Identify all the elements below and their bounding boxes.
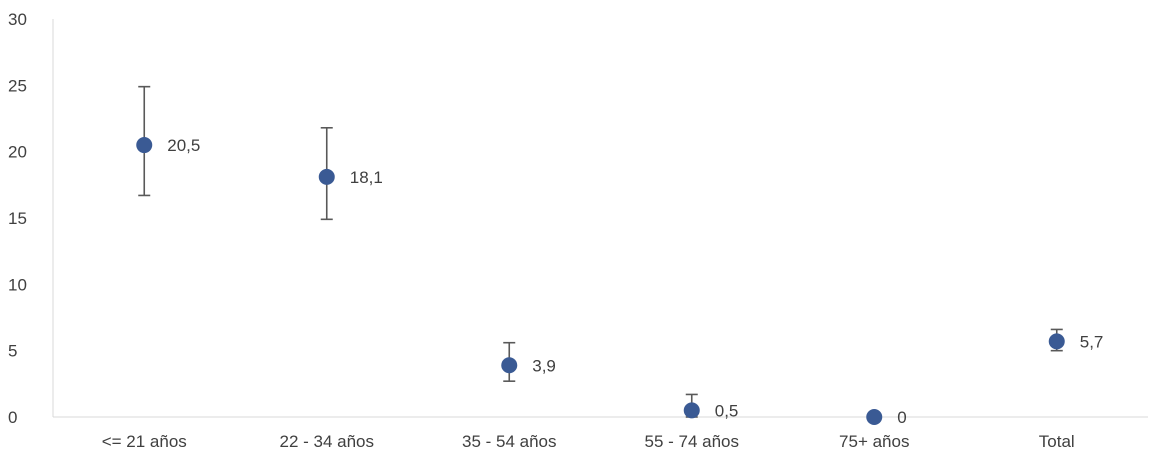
data-point xyxy=(318,168,335,185)
y-tick-label: 25 xyxy=(8,76,27,95)
x-tick-label: 55 - 74 años xyxy=(644,432,739,451)
y-tick-label: 10 xyxy=(8,275,27,294)
y-tick-label: 5 xyxy=(8,342,17,361)
x-tick-label: 35 - 54 años xyxy=(462,432,557,451)
data-label: 3,9 xyxy=(532,356,556,375)
y-tick-label: 15 xyxy=(8,209,27,228)
data-point xyxy=(501,357,518,374)
x-tick-labels: <= 21 años 22 - 34 años 35 - 54 años 55 - 7… xyxy=(102,432,1075,451)
y-tick-label: 20 xyxy=(8,143,27,162)
data-label: 5,7 xyxy=(1080,332,1104,351)
error-bars xyxy=(138,85,1063,418)
data-point xyxy=(136,137,153,154)
y-tick-labels: 0 5 10 15 20 25 30 xyxy=(8,10,27,427)
data-labels: 20,5 18,1 3,9 0,5 0 5,7 xyxy=(167,136,1103,427)
data-label: 20,5 xyxy=(167,136,200,155)
data-label: 0 xyxy=(897,408,906,427)
y-tick-label: 0 xyxy=(8,408,17,427)
y-tick-label: 30 xyxy=(8,10,27,29)
data-point xyxy=(1048,333,1065,350)
data-point xyxy=(683,402,700,419)
x-tick-label: Total xyxy=(1039,432,1075,451)
x-tick-label: <= 21 años xyxy=(102,432,187,451)
data-label: 0,5 xyxy=(715,401,739,420)
data-points xyxy=(136,137,1065,425)
x-tick-label: 75+ años xyxy=(839,432,909,451)
x-tick-label: 22 - 34 años xyxy=(279,432,374,451)
data-label: 18,1 xyxy=(350,168,383,187)
data-point xyxy=(866,409,883,425)
